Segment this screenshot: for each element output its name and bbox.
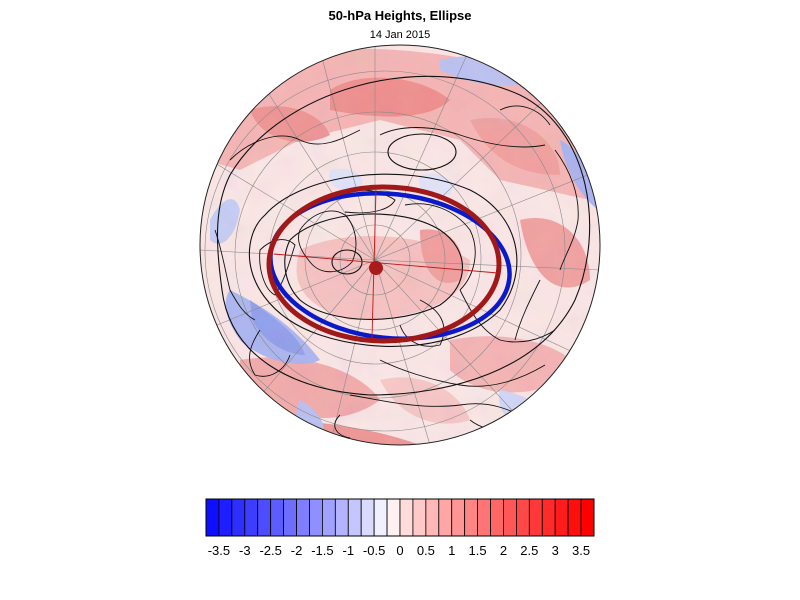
- colorbar-cell: [283, 498, 297, 537]
- colorbar-cell: [360, 498, 375, 537]
- colorbar-cell: [334, 498, 349, 537]
- colorbar-cell: [412, 498, 427, 537]
- colorbar-tick-label: 1.5: [469, 543, 487, 558]
- colorbar-tick-label: 3.5: [572, 543, 590, 558]
- coastlines: [214, 105, 579, 439]
- colorbar-tick-label: 1: [448, 543, 455, 558]
- colorbar-cell: [554, 498, 569, 537]
- colorbar-cell: [231, 498, 246, 537]
- ellipse-center-dot: [369, 261, 383, 275]
- colorbar-cell: [244, 498, 259, 537]
- colorbar-cell: [347, 498, 362, 537]
- figure-title: 50-hPa Heights, Ellipse: [328, 8, 472, 23]
- figure-date: 14 Jan 2015: [369, 29, 431, 41]
- contour-high-asia: [387, 133, 457, 171]
- colorbar-tick-label: -3.5: [208, 543, 230, 558]
- colorbar-tick-label: -3: [239, 543, 251, 558]
- colorbar-cell: [270, 498, 284, 537]
- colorbar-cell: [373, 498, 388, 537]
- colorbar-tick-label: -2.5: [259, 543, 281, 558]
- red-ellipse: [266, 184, 502, 344]
- colorbar-cell: [296, 498, 310, 537]
- colorbar-tick-label: 3: [552, 543, 559, 558]
- colorbar-cell: [580, 498, 595, 537]
- colorbar-tick-label: -2: [291, 543, 303, 558]
- colorbar-cell: [425, 498, 440, 537]
- colorbar-tick-label: 2.5: [520, 543, 538, 558]
- longitude-lines: [200, 45, 600, 445]
- colorbar-cell: [321, 498, 336, 537]
- colorbar-cell: [464, 498, 478, 537]
- colorbar-tick-label: 0: [396, 543, 403, 558]
- colorbar-cell: [451, 498, 466, 537]
- colorbar-frame: [205, 498, 595, 537]
- colorbar-tick-label: -1.5: [311, 543, 333, 558]
- colorbar-cell: [438, 498, 453, 537]
- colorbar-cell: [503, 498, 517, 537]
- colorbar-cell: [541, 498, 556, 537]
- colorbar-cell: [386, 498, 401, 537]
- contour-outer: [216, 75, 591, 396]
- colorbar-cell: [516, 498, 530, 537]
- colorbar-cell: [477, 498, 491, 537]
- colorbar-tick-label: -0.5: [363, 543, 385, 558]
- colorbar-cell: [205, 498, 220, 537]
- colorbar-cell: [257, 498, 272, 537]
- colorbar-cell: [528, 498, 543, 537]
- colorbar-cell: [490, 498, 504, 537]
- colorbar-tick-label: -1: [342, 543, 354, 558]
- colorbar-cell: [399, 498, 414, 537]
- colorbar-cell: [218, 498, 233, 537]
- contour-middle: [248, 173, 518, 347]
- colorbar-tick-label: 0.5: [417, 543, 435, 558]
- colorbar-cell: [567, 498, 582, 537]
- colorbar-tick-label: 2: [500, 543, 507, 558]
- globe-outline: [199, 44, 601, 446]
- colorbar-cell: [309, 498, 323, 537]
- major-axis-line: [273, 253, 499, 274]
- contour-low-center: [331, 249, 363, 275]
